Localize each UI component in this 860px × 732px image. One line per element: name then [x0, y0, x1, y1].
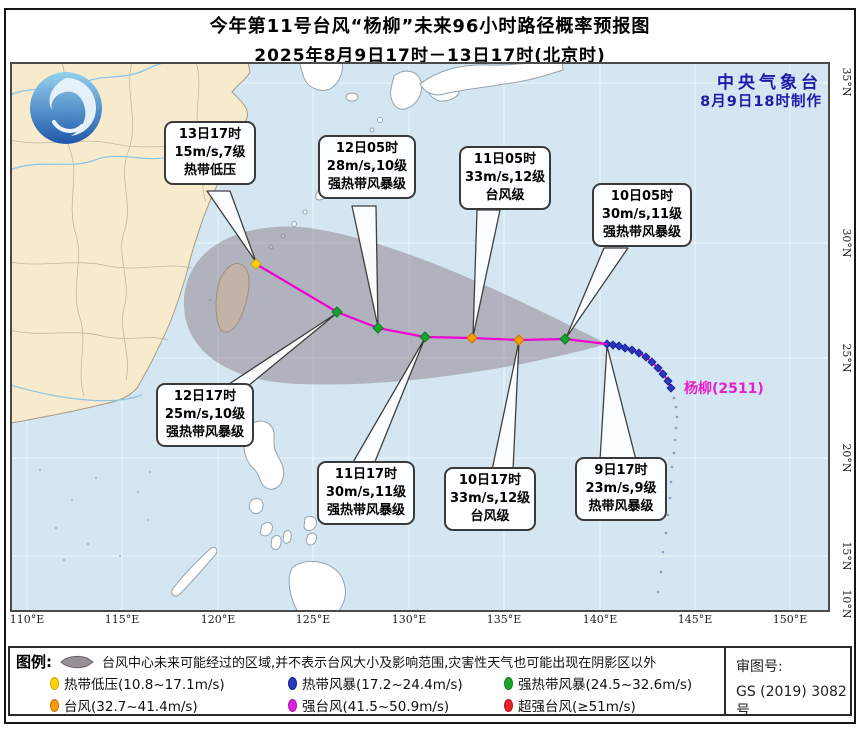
- agency-watermark: 中央气象台 8月9日18时制作: [610, 74, 822, 112]
- lat-label-30n: 30°N: [840, 228, 853, 258]
- callout-time: 10日05时: [610, 189, 674, 204]
- callout-12d17h: 12日17时 25m/s,10级 强热带风暴级: [156, 383, 254, 447]
- legend-item-label: 强台风(41.5~50.9m/s): [302, 699, 450, 715]
- legend-box: 图例: 台风中心未来可能经过的区域,并不表示台风大小及影响范围,灾害性天气也可能…: [8, 646, 852, 719]
- map-license-label: 审图号:: [736, 659, 783, 675]
- super-typhoon-dot-icon: [504, 698, 513, 712]
- callout-time: 11日05时: [473, 152, 537, 167]
- callout-time: 12日17时: [173, 389, 237, 404]
- observed-track: [602, 339, 676, 393]
- cma-logo-icon: [30, 72, 102, 144]
- lon-label-135e: 135°E: [486, 613, 522, 626]
- callout-wind: 15m/s,7级: [174, 145, 246, 160]
- legend-divider: [724, 648, 726, 714]
- callout-wind: 25m/s,10级: [164, 407, 246, 422]
- callout-9d17h: 9日17时 23m/s,9级 热带风暴级: [575, 457, 667, 521]
- callout-category: 台风级: [470, 509, 510, 524]
- lat-label-20n: 20°N: [840, 443, 853, 473]
- page-subtitle: 2025年8月9日17时－13日17时(北京时): [254, 46, 606, 66]
- callout-11d17h: 11日17时 30m/s,11级 强热带风暴级: [317, 461, 415, 525]
- callout-wind: 23m/s,9级: [585, 481, 657, 496]
- lat-label-35n: 35°N: [840, 67, 853, 97]
- callout-category: 热带风暴级: [588, 499, 654, 514]
- korea-japan-landmass: [268, 62, 564, 250]
- legend-item-tropical-depression: 热带低压(10.8~17.1m/s): [50, 673, 225, 693]
- legend-title: 图例:: [16, 653, 52, 671]
- forecast-track: [250, 258, 608, 346]
- forecast-map: [10, 62, 830, 612]
- callout-wind: 33m/s,12级: [465, 170, 546, 185]
- agency-name: 中央气象台: [717, 73, 822, 93]
- legend-item-label: 热带低压(10.8~17.1m/s): [64, 677, 225, 693]
- legend-item-typhoon: 台风(32.7~41.4m/s): [50, 695, 198, 715]
- callout-wind: 33m/s,12级: [450, 491, 531, 506]
- callout-category: 强热带风暴级: [327, 177, 406, 192]
- callout-category: 热带低压: [183, 163, 236, 178]
- lat-label-25n: 25°N: [840, 343, 853, 373]
- typhoon-name-label: 杨柳(2511): [684, 381, 764, 397]
- lon-label-140e: 140°E: [582, 613, 618, 626]
- callout-time: 13日17时: [178, 127, 242, 142]
- legend-item-label: 台风(32.7~41.4m/s): [64, 699, 198, 715]
- severe-typhoon-dot-icon: [288, 698, 297, 712]
- callout-12d05h: 12日05时 28m/s,10级 强热带风暴级: [318, 135, 416, 199]
- cone-legend-icon: [60, 655, 94, 668]
- tropical-storm-dot-icon: [288, 676, 297, 690]
- tropical-depression-dot-icon: [50, 676, 59, 690]
- callout-wind: 30m/s,11级: [325, 485, 407, 500]
- lon-label-145e: 145°E: [677, 613, 713, 626]
- legend-item-label: 强热带风暴(24.5~32.6m/s): [518, 677, 693, 693]
- lat-label-15n: 15°N: [840, 541, 853, 571]
- issue-time: 8月9日18时制作: [700, 94, 822, 110]
- lon-label-150e: 150°E: [772, 613, 808, 626]
- lon-label-120e: 120°E: [200, 613, 236, 626]
- mariana-islands-chain: [656, 396, 679, 594]
- callout-category: 强热带风暴级: [165, 425, 244, 440]
- legend-item-severe-tropical-storm: 强热带风暴(24.5~32.6m/s): [504, 673, 692, 693]
- lon-label-110e: 110°E: [9, 613, 45, 626]
- callout-wind: 30m/s,11级: [601, 207, 683, 222]
- callout-pointers: [206, 190, 637, 471]
- legend-cone-row: 图例: 台风中心未来可能经过的区域,并不表示台风大小及影响范围,灾害性天气也可能…: [16, 651, 656, 672]
- legend-item-label: 热带风暴(17.2~24.4m/s): [302, 677, 463, 693]
- callout-time: 12日05时: [335, 141, 399, 156]
- lon-label-115e: 115°E: [104, 613, 140, 626]
- legend-cone-note: 台风中心未来可能经过的区域,并不表示台风大小及影响范围,灾害性天气也可能出现在阴…: [102, 656, 657, 671]
- legend-item-severe-typhoon: 强台风(41.5~50.9m/s): [288, 695, 449, 715]
- map-license-number: GS (2019) 3082号: [736, 684, 847, 719]
- callout-time: 9日17时: [594, 463, 648, 478]
- callout-13d17h: 13日17时 15m/s,7级 热带低压: [164, 121, 256, 185]
- callout-wind: 28m/s,10级: [326, 159, 408, 174]
- callout-category: 强热带风暴级: [326, 503, 405, 518]
- lon-label-125e: 125°E: [295, 613, 331, 626]
- legend-item-super-typhoon: 超强台风(≥51m/s): [504, 695, 636, 715]
- lat-label-10n: 10°N: [840, 589, 853, 619]
- title-block: 今年第11号台风“杨柳”未来96小时路径概率预报图 2025年8月9日17时－1…: [0, 12, 860, 66]
- legend-item-label: 超强台风(≥51m/s): [518, 699, 636, 715]
- callout-10d05h: 10日05时 30m/s,11级 强热带风暴级: [592, 183, 692, 247]
- lon-label-130e: 130°E: [391, 613, 427, 626]
- callout-time: 10日17时: [458, 473, 522, 488]
- callout-10d17h: 10日17时 33m/s,12级 台风级: [444, 467, 536, 531]
- callout-time: 11日17时: [334, 467, 398, 482]
- callout-category: 强热带风暴级: [602, 225, 681, 240]
- callout-category: 台风级: [485, 188, 525, 203]
- severe-tropical-storm-dot-icon: [504, 676, 513, 690]
- legend-item-tropical-storm: 热带风暴(17.2~24.4m/s): [288, 673, 463, 693]
- page-title: 今年第11号台风“杨柳”未来96小时路径概率预报图: [209, 16, 651, 37]
- callout-11d05h: 11日05时 33m/s,12级 台风级: [459, 146, 551, 210]
- typhoon-dot-icon: [50, 698, 59, 712]
- map-frame-border: [10, 62, 830, 612]
